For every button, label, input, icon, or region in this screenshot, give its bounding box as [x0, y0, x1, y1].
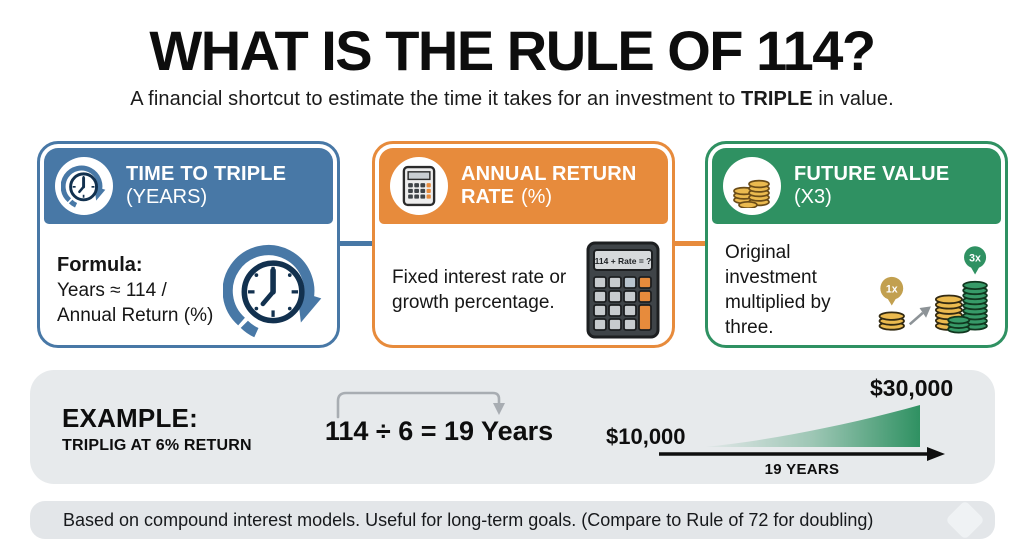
- card-subtitle: (YEARS): [126, 186, 286, 209]
- card-annual-return-rate: ANNUAL RETURN RATE (%) Fixed interest rat…: [372, 141, 675, 348]
- subtitle-suffix: in value.: [812, 87, 894, 110]
- card-time-to-triple-header: TIME TO TRIPLE (YEARS): [44, 148, 333, 224]
- example-subheading: TRIPLIG AT 6% RETURN: [62, 437, 252, 454]
- chart-end-value: $30,000: [870, 375, 954, 401]
- bracket-arrow-icon: [336, 391, 505, 419]
- example-formula: 114 ÷ 6 = 19 Years: [324, 416, 554, 446]
- card-title: TIME TO TRIPLE: [126, 163, 287, 186]
- card-subtitle-light: (X3): [794, 186, 832, 208]
- coins-icon: [733, 179, 770, 208]
- card-subtitle-light: (YEARS): [126, 186, 208, 208]
- card-time-to-triple: TIME TO TRIPLE (YEARS) Formula: Years ≈ …: [37, 141, 340, 348]
- clock-refresh-icon: [61, 165, 106, 208]
- chart-start-value: $10,000: [606, 424, 686, 449]
- card-time-to-triple-body: Formula: Years ≈ 114 / Annual Return (%): [44, 224, 333, 342]
- badge-3x-circle: [964, 246, 987, 269]
- card-title: ANNUAL RETURN: [461, 163, 637, 186]
- coins-icon-badge: [723, 157, 781, 215]
- card-future-value-header: FUTURE VALUE (X3): [712, 148, 1001, 224]
- example-panel: EXAMPLE: TRIPLIG AT 6% RETURN 114 ÷ 6 = …: [30, 370, 995, 484]
- calculator-illustration-icon: 114 + Rate = ?: [586, 241, 660, 339]
- time-axis-arrow-icon: [659, 447, 945, 461]
- card-subtitle: (X3): [794, 186, 949, 209]
- card-title: FUTURE VALUE: [794, 163, 950, 186]
- formula-label: Formula:: [57, 253, 143, 276]
- calculator-icon: [402, 165, 436, 207]
- footer-note: Based on compound interest models. Usefu…: [30, 501, 995, 539]
- growth-wedge-chart: [705, 405, 920, 447]
- card-annual-return-rate-header: ANNUAL RETURN RATE (%): [379, 148, 668, 224]
- page-title: WHAT IS THE RULE OF 114?: [149, 19, 876, 82]
- example-heading: EXAMPLE:: [62, 403, 198, 433]
- connector-line-blue: [336, 241, 376, 246]
- connector-line-orange: [669, 241, 709, 246]
- coin-growth-illustration: 1x: [878, 246, 988, 334]
- card-subtitle: RATE (%): [461, 186, 637, 209]
- card-subtitle-bold: RATE: [461, 186, 514, 208]
- badge-1x-label: 1x: [886, 283, 898, 295]
- rate-description: Fixed interest rate or growth percentage…: [392, 266, 567, 313]
- card-time-to-triple-heading: TIME TO TRIPLE (YEARS): [126, 163, 286, 209]
- card-annual-return-rate-heading: ANNUAL RETURN RATE (%): [461, 163, 637, 209]
- header: WHAT IS THE RULE OF 114? A financial sho…: [0, 19, 1024, 111]
- formula-line-2: Annual Return (%): [57, 305, 214, 327]
- card-future-value-body: Original investment multiplied by three.…: [712, 224, 1001, 342]
- formula-line-1: Years ≈ 114 /: [57, 280, 167, 302]
- calculator-display: 114 + Rate = ?: [595, 256, 652, 266]
- clock-illustration-icon: [223, 244, 322, 338]
- future-value-description: Original investment multiplied by three.: [725, 241, 831, 339]
- card-future-value: FUTURE VALUE (X3) Original investment mu…: [705, 141, 1008, 348]
- calculator-icon-badge: [390, 157, 448, 215]
- chart-duration-label: 19 YEARS: [764, 461, 840, 478]
- badge-1x-circle: [880, 276, 904, 300]
- example-label-block: EXAMPLE: TRIPLIG AT 6% RETURN: [62, 403, 252, 455]
- badge-3x-label: 3x: [969, 252, 981, 264]
- growth-arrow-icon: [908, 306, 931, 326]
- footer-text: Based on compound interest models. Usefu…: [63, 510, 874, 530]
- formula-text: Formula: Years ≈ 114 / Annual Return (%): [57, 252, 213, 329]
- subtitle: A financial shortcut to estimate the tim…: [0, 88, 1024, 111]
- subtitle-emphasis: TRIPLE: [741, 87, 813, 110]
- clock-icon-badge: [55, 157, 113, 215]
- card-future-value-heading: FUTURE VALUE (X3): [794, 163, 949, 209]
- subtitle-prefix: A financial shortcut to estimate the tim…: [130, 87, 742, 110]
- card-annual-return-rate-body: Fixed interest rate or growth percentage…: [379, 224, 668, 342]
- card-subtitle-light: (%): [520, 186, 553, 208]
